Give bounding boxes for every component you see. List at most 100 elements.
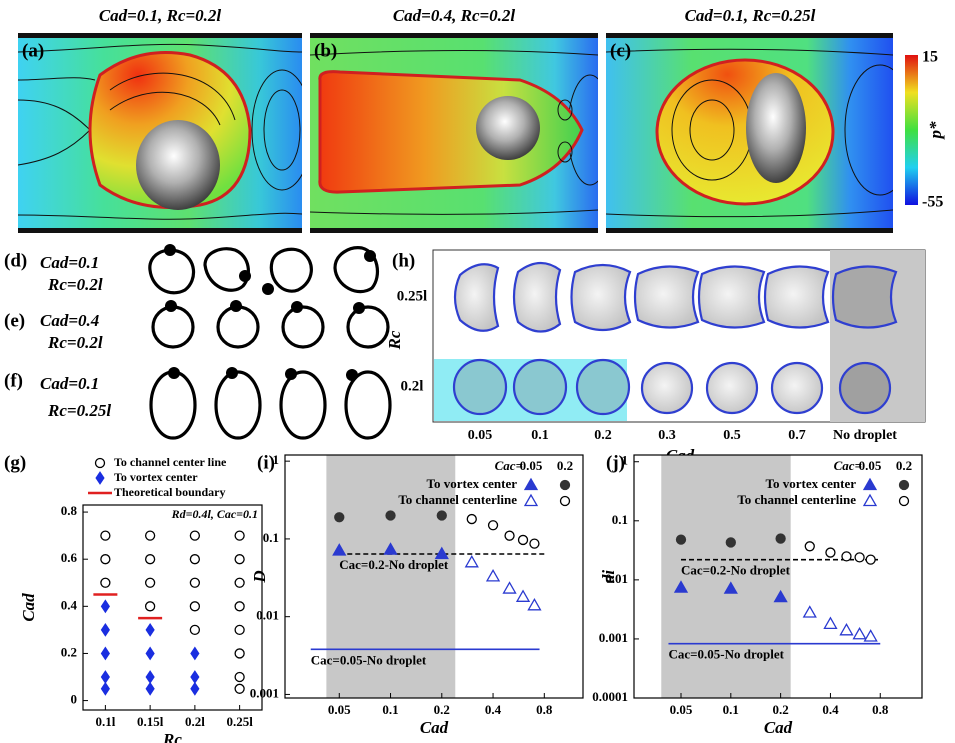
reference-label: Cac=0.2-No droplet — [339, 557, 449, 572]
point — [234, 601, 245, 612]
y-tick-label: 0.001 — [599, 630, 628, 645]
panel-tag: (h) — [392, 250, 415, 271]
point — [145, 646, 155, 661]
point — [144, 577, 156, 588]
y-axis-label: di — [599, 570, 618, 584]
panel-tag: (e) — [4, 310, 25, 331]
x-tick-label: 0.1 — [382, 702, 398, 717]
legend-label: To channel centerline — [737, 492, 856, 507]
panel-tag: (d) — [4, 250, 27, 271]
point — [189, 624, 201, 636]
point — [675, 534, 687, 545]
point — [517, 534, 529, 546]
h-column-label: 0.05 — [468, 428, 493, 443]
panel-c-image — [606, 33, 893, 233]
point — [234, 648, 245, 659]
point — [502, 581, 517, 594]
row-label: Cad=0.1 — [40, 374, 99, 393]
point — [234, 554, 245, 565]
row-label: Cad=0.4 — [40, 311, 99, 330]
point — [852, 626, 867, 640]
legend-label: To channel centerline — [398, 492, 517, 507]
point — [863, 629, 878, 642]
point — [190, 681, 200, 696]
legend-marker — [898, 495, 910, 507]
point — [723, 581, 738, 594]
legend-marker — [95, 471, 105, 485]
shaded-region — [661, 455, 791, 698]
point — [854, 552, 865, 563]
point — [144, 554, 156, 565]
point — [189, 577, 201, 588]
h-column-label: 0.3 — [658, 428, 676, 443]
y-tick-label: 0.0001 — [592, 689, 628, 704]
legend-marker — [559, 479, 571, 491]
colorbar — [905, 55, 918, 205]
point — [100, 681, 110, 696]
panel-tag: (g) — [4, 452, 26, 473]
annotation: Rd=0.4l, Cac=0.1 — [171, 507, 258, 521]
y-tick-label: 0.1 — [263, 530, 279, 545]
legend-column: 0.05 — [859, 458, 882, 473]
panel-title: Cad=0.4, Rc=0.2l — [393, 6, 516, 25]
point — [434, 546, 449, 560]
point — [802, 605, 817, 618]
point — [332, 543, 347, 556]
row-label: Rc=0.25l — [47, 401, 111, 420]
point — [189, 554, 201, 565]
point — [673, 580, 689, 593]
legend-marker — [862, 477, 878, 491]
point — [234, 577, 245, 588]
point — [775, 533, 786, 544]
point — [515, 589, 531, 602]
point — [100, 554, 111, 565]
x-tick-label: 0.2 — [773, 702, 789, 717]
colorbar-label: p* — [926, 121, 945, 141]
legend-marker — [898, 479, 910, 491]
shaded-region — [326, 455, 456, 698]
panel-tag: (f) — [4, 370, 23, 391]
point — [100, 599, 110, 614]
panel-tag: (a) — [22, 40, 44, 61]
point — [487, 520, 499, 531]
y-axis-label: Cad — [19, 593, 38, 622]
legend-marker — [94, 457, 106, 469]
y-tick-label: 0.01 — [256, 608, 279, 623]
panel-a-image — [18, 33, 302, 233]
y-tick-label: 0.001 — [250, 685, 279, 700]
plot-frame — [82, 504, 263, 711]
panel-title: Cad=0.1, Rc=0.2l — [99, 6, 222, 25]
point — [234, 530, 245, 541]
h-column-label: 0.2 — [594, 428, 612, 443]
x-tick-label: 0.05 — [328, 702, 351, 717]
row-label: Rc=0.2l — [47, 333, 103, 352]
panel-tag: (c) — [610, 40, 631, 61]
point — [823, 616, 838, 630]
point — [234, 683, 245, 694]
point — [100, 577, 111, 588]
panel-tag: (j) — [606, 452, 625, 473]
point — [334, 512, 345, 523]
point — [190, 670, 200, 684]
point — [383, 542, 398, 555]
point — [189, 601, 201, 612]
point — [527, 598, 542, 611]
legend-marker — [862, 493, 878, 507]
legend-marker — [523, 493, 539, 507]
legend-column: 0.05 — [520, 458, 543, 473]
y-tick-label: 0 — [71, 692, 78, 707]
legend-label: To vortex center — [114, 470, 198, 484]
droplet-grid — [432, 249, 926, 423]
point — [385, 510, 396, 521]
point — [234, 671, 245, 683]
legend-marker — [559, 495, 571, 507]
legend-label: To vortex center — [427, 476, 518, 491]
x-axis-label: Cad — [764, 718, 793, 737]
panel-b-image — [310, 33, 598, 233]
legend-column: 0.2 — [896, 458, 912, 473]
plot-frame — [633, 454, 923, 699]
point — [466, 513, 477, 525]
point — [234, 624, 245, 636]
point — [839, 622, 854, 636]
